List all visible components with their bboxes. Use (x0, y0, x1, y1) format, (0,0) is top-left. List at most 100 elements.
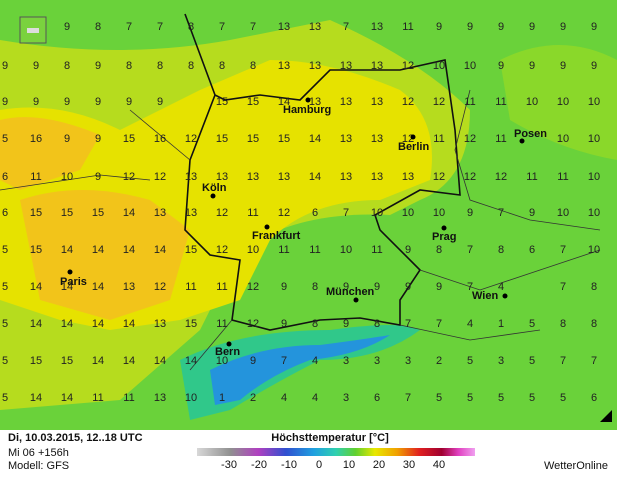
grid-value: 11 (402, 21, 413, 33)
grid-value: 13 (371, 96, 383, 108)
grid-value: 12 (154, 171, 166, 183)
grid-value: 13 (371, 60, 383, 72)
grid-value: 12 (495, 171, 507, 183)
legend-tick-label: 20 (373, 459, 385, 471)
grid-value: 8 (157, 60, 163, 72)
grid-value: 10 (216, 355, 228, 367)
grid-value: 4 (281, 392, 287, 404)
grid-value: 3 (498, 355, 504, 367)
grid-value: 14 (309, 133, 321, 145)
grid-value: 5 (560, 392, 566, 404)
grid-value: 10 (557, 96, 569, 108)
grid-value: 12 (216, 244, 228, 256)
grid-value: 9 (126, 96, 132, 108)
grid-value: 14 (123, 318, 135, 330)
grid-value: 12 (464, 171, 476, 183)
grid-value: 5 (2, 133, 8, 145)
cold-field (210, 335, 390, 405)
city-dot (210, 193, 216, 199)
grid-value: 13 (123, 281, 135, 293)
grid-value: 12 (278, 207, 290, 219)
grid-value: 12 (402, 60, 414, 72)
grid-value: 11 (495, 96, 506, 108)
grid-value: 15 (123, 133, 135, 145)
grid-value: 14 (61, 318, 73, 330)
grid-value: 4 (312, 355, 318, 367)
grid-value: 10 (588, 171, 600, 183)
model-label: Modell: GFS (8, 460, 69, 472)
grid-value: 15 (30, 244, 42, 256)
grid-value: 13 (309, 60, 321, 72)
city-dot (305, 97, 311, 103)
grid-value: 9 (33, 96, 39, 108)
map-area (0, 0, 617, 430)
city-dot (410, 134, 416, 140)
legend-tick-label: 10 (343, 459, 355, 471)
grid-value: 15 (247, 133, 259, 145)
grid-value: 7 (219, 21, 225, 33)
grid-value: 10 (557, 207, 569, 219)
grid-value: 4 (312, 392, 318, 404)
grid-value: 10 (557, 133, 569, 145)
grid-value: 8 (436, 244, 442, 256)
grid-value: 12 (185, 133, 197, 145)
grid-value: 15 (185, 318, 197, 330)
grid-value: 8 (188, 60, 194, 72)
grid-value: 9 (498, 21, 504, 33)
grid-value: 9 (250, 355, 256, 367)
grid-value: 11 (247, 207, 258, 219)
grid-value: 7 (560, 281, 566, 293)
grid-value: 8 (95, 21, 101, 33)
grid-value: 7 (250, 21, 256, 33)
grid-value: 9 (498, 60, 504, 72)
grid-value: 6 (312, 207, 318, 219)
grid-value: 9 (33, 60, 39, 72)
grid-value: 7 (467, 244, 473, 256)
grid-value: 13 (309, 96, 321, 108)
grid-value: 14 (92, 281, 104, 293)
grid-value: 14 (123, 355, 135, 367)
city-label: Prag (432, 231, 456, 243)
city-label: Hamburg (283, 104, 331, 116)
grid-value: 4 (467, 318, 473, 330)
grid-value: 9 (95, 171, 101, 183)
grid-value: 14 (123, 207, 135, 219)
grid-value: 10 (464, 60, 476, 72)
grid-value: 9 (281, 318, 287, 330)
grid-value: 8 (250, 60, 256, 72)
grid-value: 5 (2, 281, 8, 293)
grid-value: 1 (498, 318, 504, 330)
grid-value: 14 (30, 392, 42, 404)
grid-value: 9 (529, 21, 535, 33)
grid-value: 15 (30, 355, 42, 367)
city-dot (502, 293, 508, 299)
grid-value: 15 (185, 244, 197, 256)
grid-value: 11 (278, 244, 289, 256)
grid-value: 13 (278, 21, 290, 33)
grid-value: 13 (371, 21, 383, 33)
grid-value: 7 (281, 355, 287, 367)
grid-value: 12 (216, 207, 228, 219)
grid-value: 9 (64, 96, 70, 108)
legend-tick-label: -10 (281, 459, 297, 471)
grid-value: 9 (343, 318, 349, 330)
city-dot (264, 224, 270, 230)
grid-value: 5 (2, 355, 8, 367)
grid-value: 12 (464, 133, 476, 145)
corner-marker (600, 410, 612, 422)
brand: WetterOnline (544, 460, 608, 472)
grid-value: 10 (340, 244, 352, 256)
grid-value: 6 (374, 392, 380, 404)
grid-value: 7 (498, 207, 504, 219)
grid-value: 7 (126, 21, 132, 33)
grid-value: 11 (123, 392, 134, 404)
grid-value: 14 (309, 171, 321, 183)
legend-tick-label: 0 (316, 459, 322, 471)
grid-value: 7 (343, 21, 349, 33)
city-dot (441, 225, 447, 231)
city-label: Posen (514, 128, 547, 140)
grid-value: 12 (433, 171, 445, 183)
grid-value: 15 (92, 207, 104, 219)
grid-value: 4 (498, 281, 504, 293)
